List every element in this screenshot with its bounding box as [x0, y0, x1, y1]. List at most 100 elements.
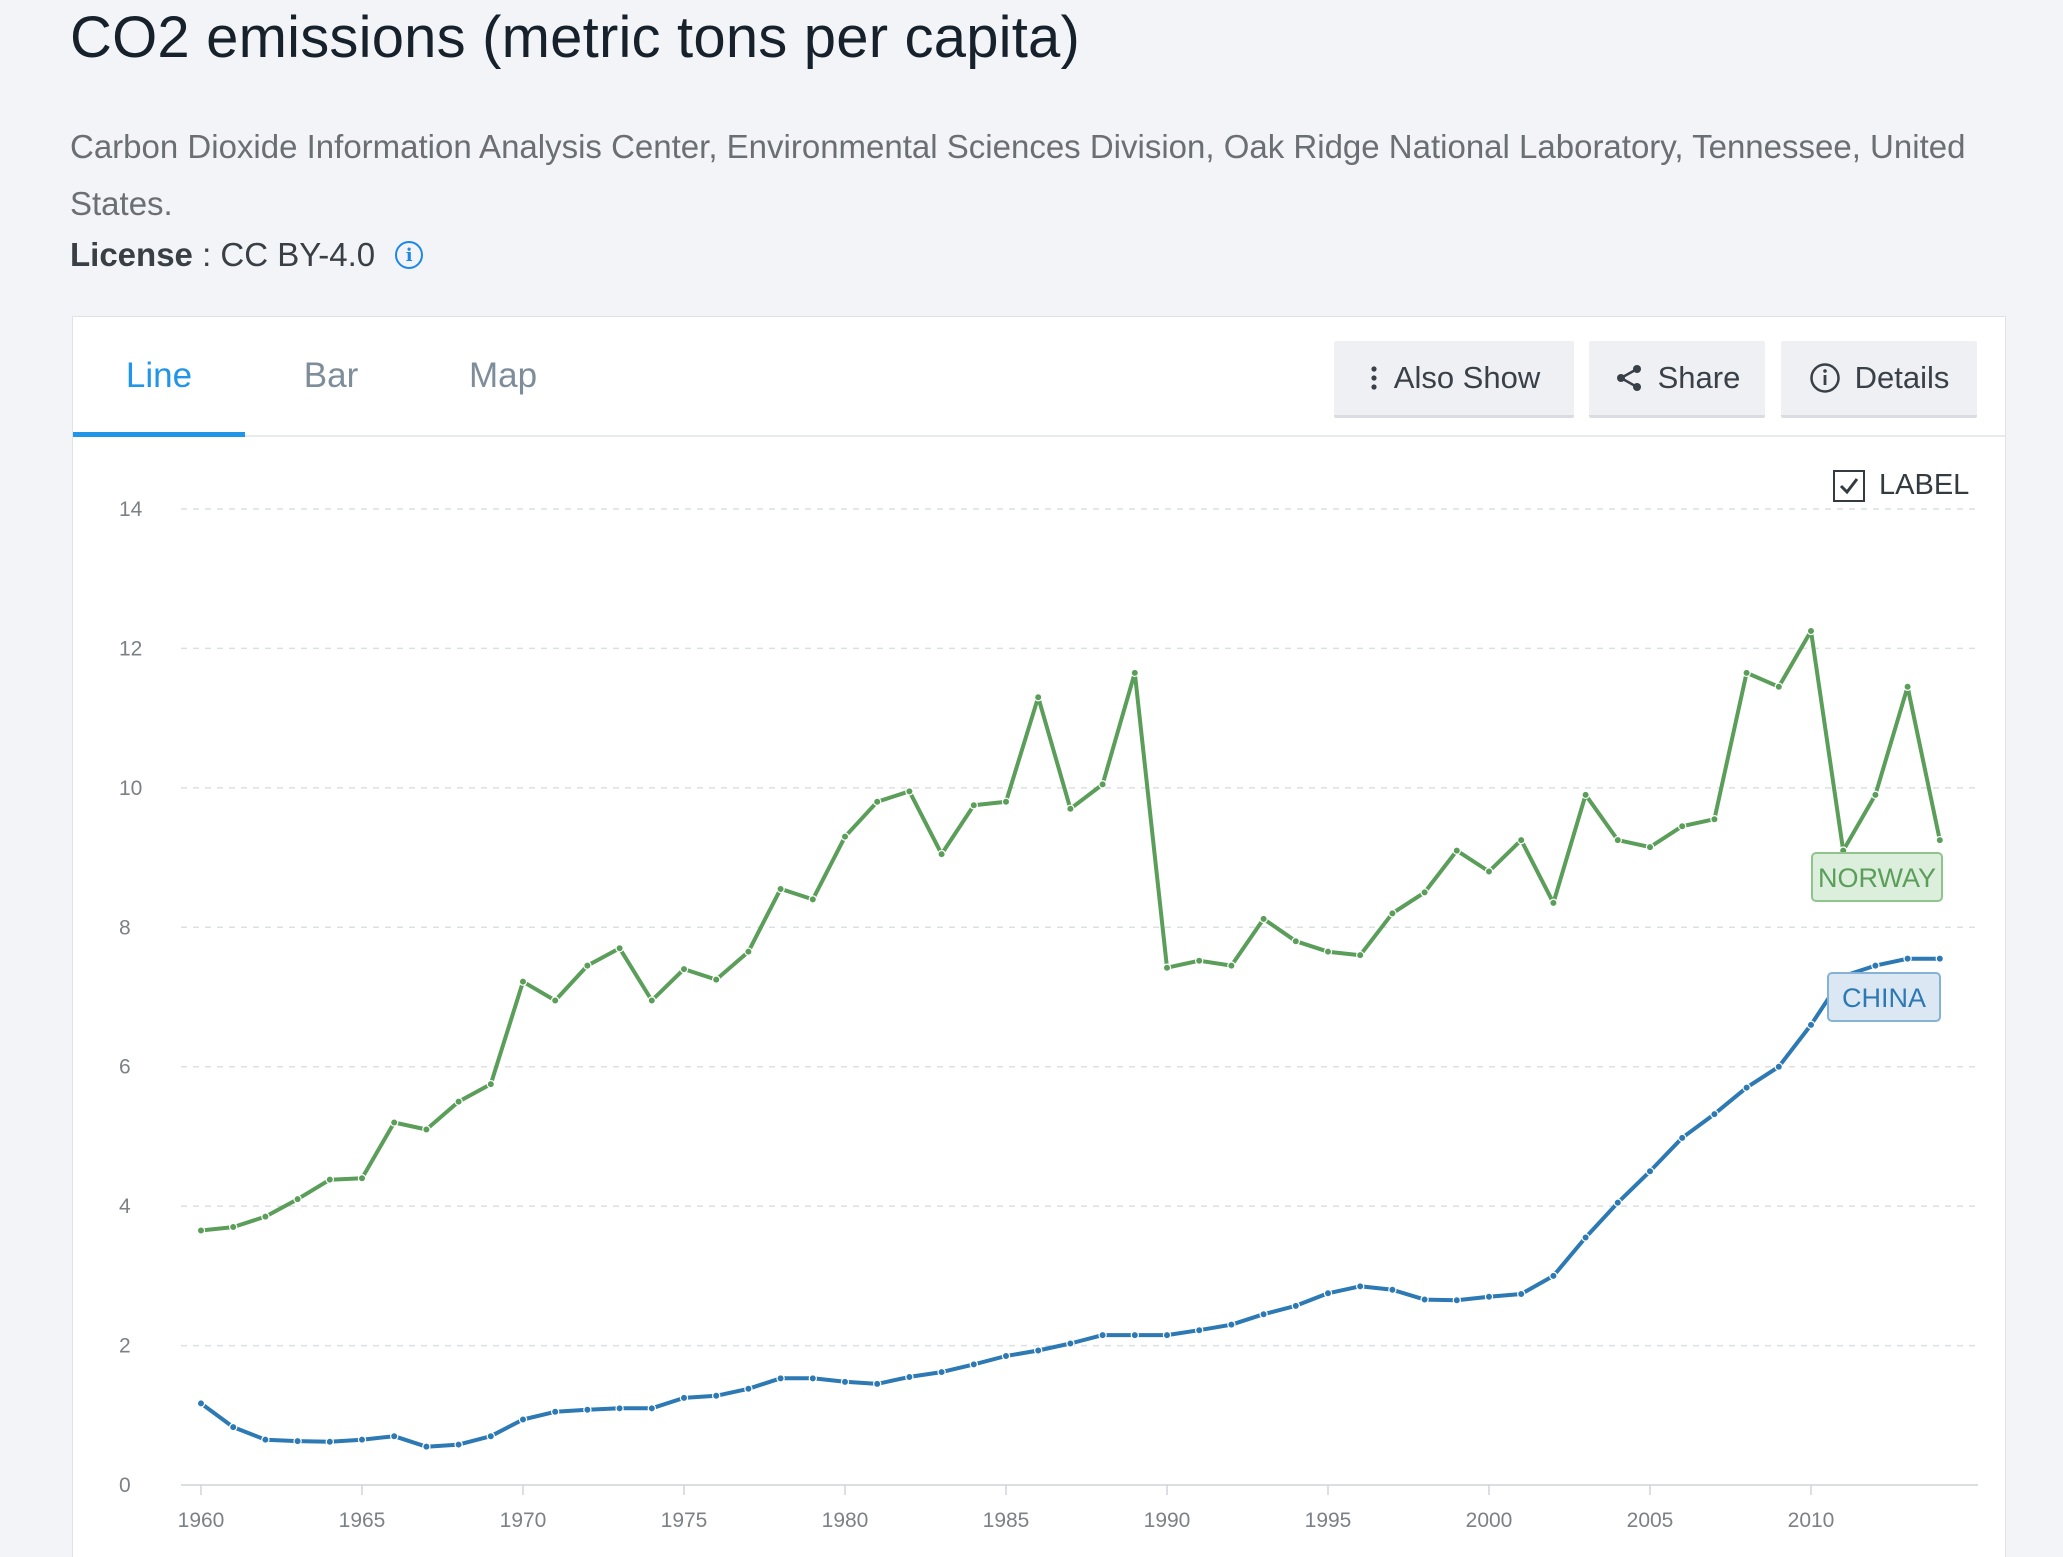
data-point[interactable]	[1066, 804, 1075, 813]
data-point[interactable]	[1420, 1295, 1429, 1304]
data-point[interactable]	[744, 947, 753, 956]
data-point[interactable]	[551, 996, 560, 1005]
data-point[interactable]	[1355, 950, 1365, 960]
data-point[interactable]	[293, 1436, 302, 1446]
data-point[interactable]	[1194, 956, 1204, 965]
data-point[interactable]	[1581, 790, 1590, 800]
checkbox-checked-icon[interactable]	[1833, 469, 1865, 502]
data-point[interactable]	[261, 1212, 270, 1221]
data-point[interactable]	[1774, 1062, 1784, 1071]
data-point[interactable]	[679, 964, 689, 974]
data-point[interactable]	[937, 849, 946, 859]
data-point[interactable]	[712, 975, 721, 984]
data-point[interactable]	[1227, 1320, 1236, 1329]
label-toggle[interactable]: LABEL	[1833, 469, 1969, 502]
data-point[interactable]	[615, 944, 624, 953]
data-point[interactable]	[647, 996, 657, 1005]
data-point[interactable]	[228, 1222, 238, 1232]
data-point[interactable]	[776, 884, 785, 894]
data-point[interactable]	[840, 1377, 850, 1387]
data-point[interactable]	[325, 1175, 334, 1184]
data-point[interactable]	[1549, 898, 1558, 908]
data-point[interactable]	[873, 1379, 882, 1389]
data-point[interactable]	[937, 1367, 946, 1377]
data-point[interactable]	[1871, 961, 1880, 970]
data-point[interactable]	[1710, 1109, 1719, 1119]
data-point[interactable]	[1903, 682, 1912, 691]
data-point[interactable]	[1098, 1330, 1107, 1340]
info-icon[interactable]: i	[395, 241, 424, 269]
data-point[interactable]	[1871, 790, 1880, 800]
data-point[interactable]	[1613, 1198, 1623, 1207]
tab-bar[interactable]: Bar	[303, 356, 359, 395]
data-point[interactable]	[647, 1404, 657, 1413]
data-point[interactable]	[1162, 963, 1172, 972]
data-point[interactable]	[712, 1391, 721, 1400]
data-point[interactable]	[486, 1431, 495, 1441]
data-point[interactable]	[808, 1374, 818, 1383]
data-point[interactable]	[744, 1384, 753, 1393]
data-point[interactable]	[1259, 1310, 1268, 1319]
data-point[interactable]	[518, 977, 528, 986]
data-point[interactable]	[1323, 947, 1333, 956]
data-point[interactable]	[1549, 1271, 1558, 1281]
data-point[interactable]	[1194, 1326, 1204, 1335]
data-point[interactable]	[1581, 1233, 1590, 1242]
data-point[interactable]	[905, 787, 914, 796]
data-point[interactable]	[1162, 1330, 1172, 1340]
data-point[interactable]	[615, 1404, 624, 1413]
data-point[interactable]	[1806, 626, 1816, 636]
data-point[interactable]	[551, 1407, 560, 1417]
data-point[interactable]	[1452, 1296, 1462, 1305]
data-point[interactable]	[1420, 888, 1429, 897]
data-point[interactable]	[1903, 954, 1912, 963]
data-point[interactable]	[1001, 1351, 1011, 1361]
data-point[interactable]	[1484, 867, 1494, 876]
data-point[interactable]	[325, 1437, 334, 1446]
share-button[interactable]: Share	[1589, 341, 1765, 418]
data-point[interactable]	[1259, 914, 1268, 924]
data-point[interactable]	[840, 832, 850, 841]
data-point[interactable]	[1774, 682, 1784, 691]
data-point[interactable]	[1516, 835, 1526, 845]
data-point[interactable]	[1388, 909, 1397, 918]
data-point[interactable]	[1291, 1301, 1301, 1311]
data-point[interactable]	[1034, 1346, 1043, 1355]
data-point[interactable]	[1066, 1339, 1075, 1348]
data-point[interactable]	[261, 1435, 270, 1444]
data-point[interactable]	[454, 1440, 463, 1449]
data-point[interactable]	[1291, 937, 1301, 946]
data-point[interactable]	[1130, 1330, 1140, 1340]
data-point[interactable]	[1130, 668, 1140, 678]
data-point[interactable]	[1645, 1167, 1655, 1176]
data-point[interactable]	[357, 1174, 367, 1183]
tab-map[interactable]: Map	[468, 356, 538, 395]
data-point[interactable]	[969, 1360, 979, 1369]
data-point[interactable]	[357, 1435, 367, 1444]
data-point[interactable]	[1484, 1292, 1494, 1301]
data-point[interactable]	[808, 895, 818, 904]
data-point[interactable]	[1613, 835, 1623, 845]
data-point[interactable]	[905, 1372, 914, 1382]
data-point[interactable]	[1742, 1083, 1751, 1092]
data-point[interactable]	[873, 797, 882, 806]
data-point[interactable]	[1677, 822, 1687, 831]
data-point[interactable]	[969, 801, 979, 810]
data-point[interactable]	[1227, 961, 1236, 970]
data-point[interactable]	[1710, 815, 1719, 824]
data-point[interactable]	[196, 1399, 206, 1408]
data-point[interactable]	[1742, 668, 1751, 678]
data-point[interactable]	[196, 1226, 206, 1235]
data-point[interactable]	[422, 1442, 431, 1451]
data-point[interactable]	[1323, 1289, 1333, 1298]
data-point[interactable]	[1806, 1020, 1816, 1030]
data-point[interactable]	[1034, 693, 1043, 702]
data-point[interactable]	[1516, 1289, 1526, 1299]
data-point[interactable]	[1935, 835, 1945, 845]
data-point[interactable]	[422, 1125, 431, 1134]
data-point[interactable]	[1935, 954, 1945, 963]
data-point[interactable]	[1355, 1282, 1365, 1291]
data-point[interactable]	[1388, 1285, 1397, 1295]
data-point[interactable]	[454, 1097, 463, 1106]
data-point[interactable]	[1001, 797, 1011, 806]
